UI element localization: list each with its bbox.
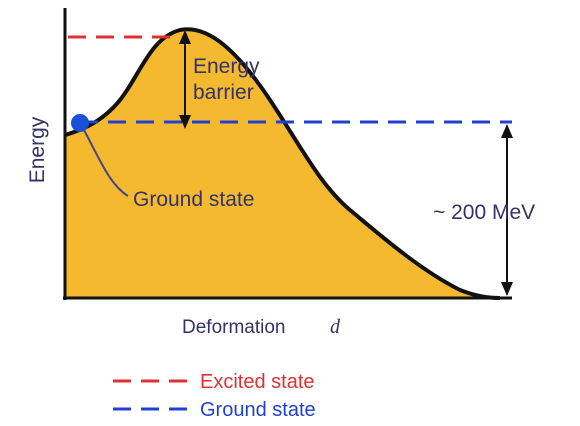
- legend-excited-label: Excited state: [200, 371, 315, 393]
- potential-fill: [65, 29, 500, 299]
- legend-ground-label: Ground state: [200, 399, 316, 421]
- ground-state-dot: [71, 114, 89, 132]
- energy-barrier-label-line2: barrier: [193, 81, 254, 104]
- ground-state-label: Ground state: [133, 188, 254, 211]
- x-axis-label: Deformation: [182, 317, 286, 338]
- ground-state-pointer: [83, 129, 129, 197]
- energy-barrier-arrow: [179, 30, 191, 129]
- energy-barrier-label-line1: Energy: [193, 55, 260, 78]
- potential-curve: [64, 27, 501, 300]
- x-axis-symbol: d: [330, 316, 341, 338]
- energy-gap-label: ~ 200 MeV: [433, 201, 535, 224]
- legend: Excited state Ground state: [113, 371, 316, 421]
- y-axis-label: Energy: [26, 116, 49, 183]
- energy-gap-arrow: [501, 124, 513, 296]
